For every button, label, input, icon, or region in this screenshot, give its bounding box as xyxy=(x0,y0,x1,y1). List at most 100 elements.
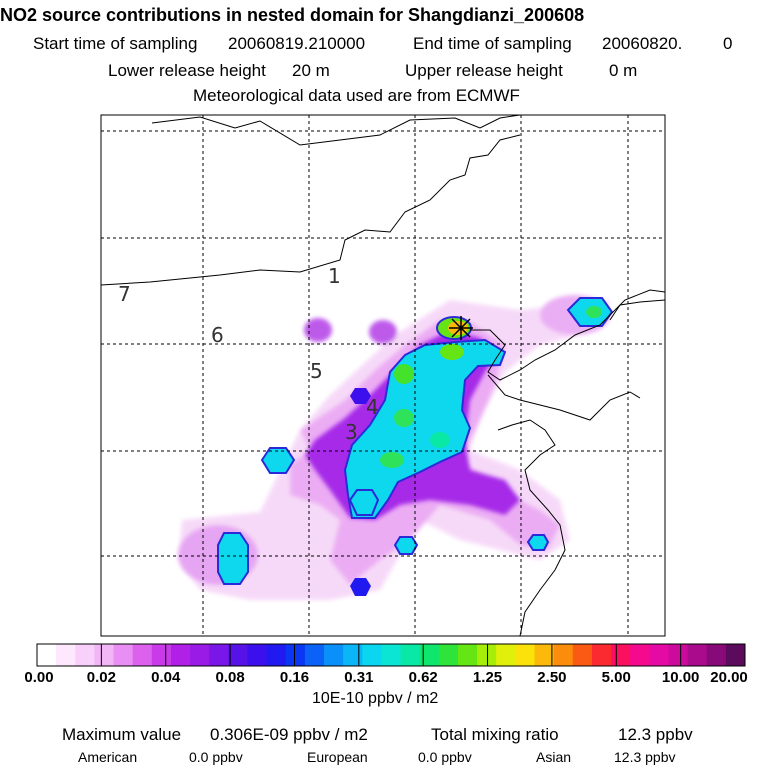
colorbar-swatch xyxy=(362,644,382,666)
colorbar-tick-label: 0.62 xyxy=(408,669,438,686)
colorbar-swatch xyxy=(56,644,76,666)
start-time-value: 20060819.210000 xyxy=(228,34,366,53)
plume-cyan-sw xyxy=(217,532,249,585)
border-line xyxy=(101,134,521,286)
colorbar-swatch xyxy=(94,644,115,666)
plume-green-patch xyxy=(430,432,450,448)
plume-cyan-se xyxy=(526,534,550,551)
colorbar-unit: 10E-10 ppbv / m2 xyxy=(312,690,439,707)
colorbar-swatch xyxy=(151,644,172,666)
lower-height-value: 20 m xyxy=(292,61,330,80)
colorbar-swatch xyxy=(343,644,363,666)
colorbar-swatch xyxy=(285,644,306,666)
colorbar-swatch xyxy=(591,644,612,666)
plume-cyan-sc xyxy=(348,489,380,516)
coastline xyxy=(609,299,665,321)
colorbar-swatch xyxy=(630,644,650,666)
colorbar-tick-label: 0.02 xyxy=(86,669,116,686)
european-label: European xyxy=(307,749,368,765)
american-value: 0.0 ppbv xyxy=(189,749,243,765)
asian-value: 12.3 ppbv xyxy=(614,749,676,765)
max-value-label: Maximum value xyxy=(62,725,182,744)
plume-green-patch xyxy=(394,364,414,384)
plume-cyan-w xyxy=(260,447,296,474)
european-value: 0.0 ppbv xyxy=(418,749,472,765)
colorbar-swatch xyxy=(113,644,134,666)
border-line xyxy=(151,115,521,146)
plot-title: NO2 source contributions in nested domai… xyxy=(0,5,585,25)
colorbar-swatch xyxy=(515,644,536,666)
colorbar-swatch xyxy=(324,644,344,666)
map-frame xyxy=(100,114,666,637)
plume-cyan-core xyxy=(343,338,507,519)
region-labels: 7 1 6 5 4 3 xyxy=(118,264,379,444)
plume-blue-s xyxy=(350,578,371,596)
colorbar-swatch xyxy=(75,644,95,666)
asian-label: Asian xyxy=(536,749,572,765)
plume-w-blob xyxy=(304,318,332,342)
colorbar-tick-label: 1.25 xyxy=(472,669,503,686)
colorbar-swatch xyxy=(37,644,57,666)
colorbar-swatch xyxy=(706,644,727,666)
colorbar-swatch xyxy=(419,644,440,666)
colorbar-swatch xyxy=(668,644,689,666)
colorbar-swatch xyxy=(381,644,402,666)
colorbar-swatch xyxy=(438,644,459,666)
region-label: 7 xyxy=(118,282,131,306)
coastline xyxy=(497,419,566,636)
receptor-star-icon xyxy=(449,316,473,340)
coastlines xyxy=(101,115,665,636)
colorbar-swatch xyxy=(228,644,248,666)
colorbar-tick-label: 5.00 xyxy=(601,669,631,686)
meteorology-note: Meteorological data used are from ECMWF xyxy=(193,86,520,105)
colorbar-tick-label: 10.00 xyxy=(661,669,700,686)
colorbar-tick-label: 2.50 xyxy=(537,669,567,686)
total-mixing-label: Total mixing ratio xyxy=(431,725,559,744)
region-label: 1 xyxy=(328,264,341,288)
region-label: 4 xyxy=(366,395,379,419)
american-label: American xyxy=(78,749,138,765)
colorbar-swatch xyxy=(132,644,153,666)
colorbar xyxy=(36,643,746,667)
end-time-value: 20060820. xyxy=(602,34,683,53)
colorbar-tick-label: 0.16 xyxy=(279,669,310,686)
colorbar-swatch xyxy=(611,644,631,666)
plume-green-ne xyxy=(586,306,602,318)
coastline xyxy=(487,374,641,421)
colorbar-swatch xyxy=(400,644,421,666)
colorbar-tick-label: 0.00 xyxy=(24,669,54,686)
colorbar-swatch xyxy=(687,644,708,666)
colorbar-tick-label: 20.00 xyxy=(710,669,748,686)
colorbar-swatch xyxy=(170,644,191,666)
colorbar-swatch xyxy=(553,644,574,666)
colorbar-swatch xyxy=(190,644,210,666)
colorbar-tick-label: 0.31 xyxy=(344,669,374,686)
plume-green-patch xyxy=(380,452,404,468)
colorbar-tick-label: 0.04 xyxy=(151,669,181,686)
colorbar-swatch xyxy=(477,644,497,666)
colorbar-swatch xyxy=(266,644,287,666)
plume-field xyxy=(178,295,614,600)
colorbar-swatch xyxy=(572,644,593,666)
lower-height-label: Lower release height xyxy=(108,61,266,80)
max-value: 0.306E-09 ppbv / m2 xyxy=(210,725,368,744)
total-mixing-value: 12.3 ppbv xyxy=(618,725,693,744)
colorbar-border xyxy=(36,643,746,667)
colorbar-swatch xyxy=(725,644,746,666)
colorbar-swatch xyxy=(649,644,669,666)
colorbar-swatch xyxy=(534,644,555,666)
upper-height-value: 0 m xyxy=(609,61,638,80)
region-label: 3 xyxy=(345,420,358,444)
colorbar-swatch xyxy=(209,644,229,666)
colorbar-swatch xyxy=(457,644,478,666)
coastline xyxy=(470,289,665,381)
colorbar-tick-label: 0.08 xyxy=(215,669,245,686)
colorbar-swatch xyxy=(304,644,325,666)
end-time-label: End time of sampling xyxy=(413,34,572,53)
upper-height-label: Upper release height xyxy=(405,61,563,80)
plume-green-patch xyxy=(394,409,414,427)
start-time-label: Start time of sampling xyxy=(33,34,198,53)
graticule xyxy=(101,115,665,636)
plume-c-blob xyxy=(369,320,397,344)
